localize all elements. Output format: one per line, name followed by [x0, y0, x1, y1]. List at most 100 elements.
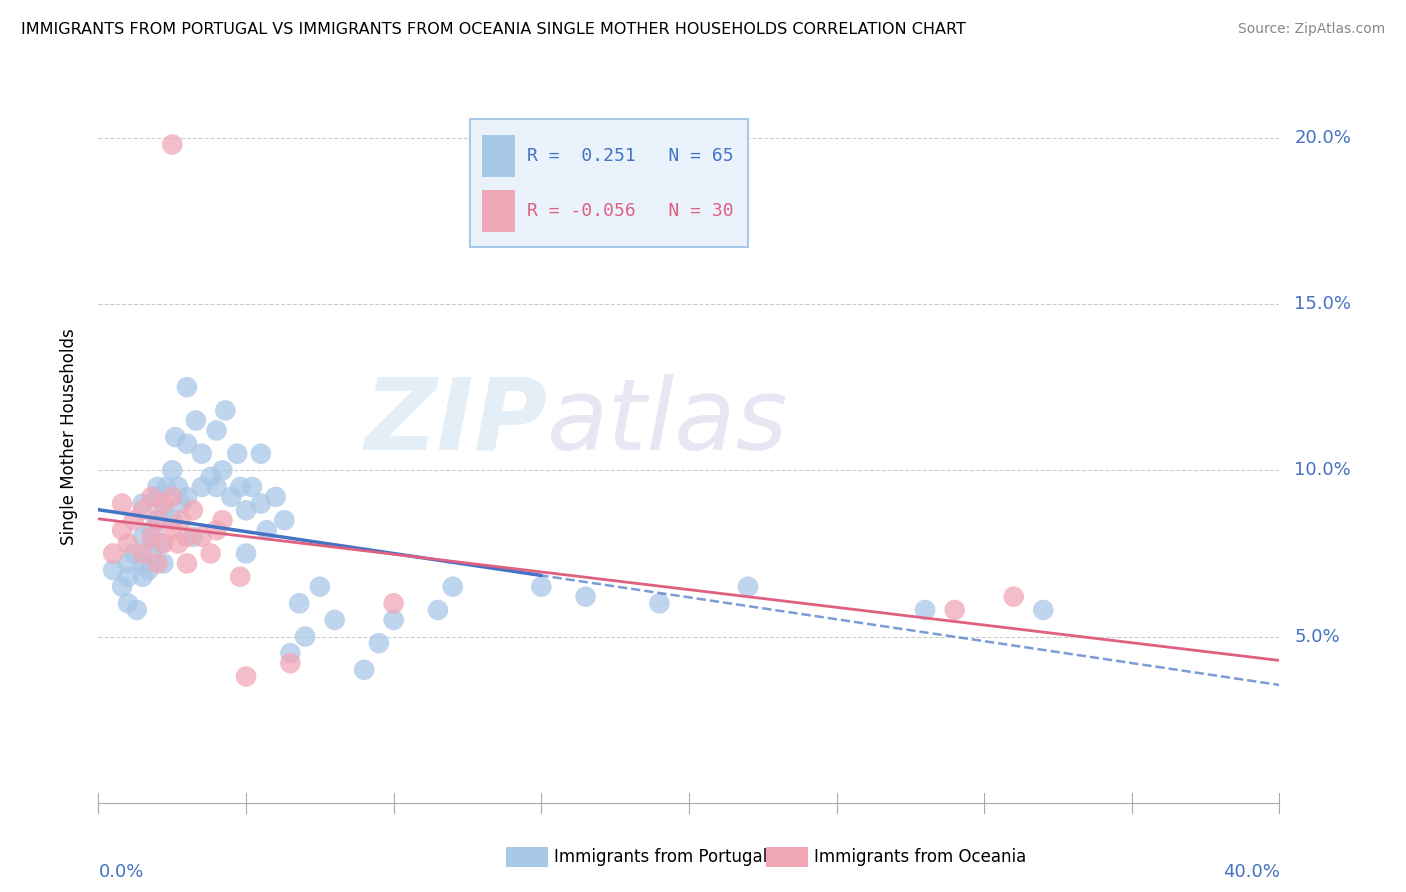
Point [280, 656, 302, 670]
Point [152, 503, 174, 517]
Point [273, 513, 295, 527]
Point [229, 570, 252, 584]
Point [170, 497, 193, 511]
Point [221, 490, 243, 504]
Point [162, 137, 183, 152]
Point [382, 613, 405, 627]
Point [117, 557, 139, 571]
Point [155, 480, 177, 494]
Text: 15.0%: 15.0% [1295, 295, 1351, 313]
Point [294, 630, 316, 644]
Point [122, 513, 145, 527]
Point [191, 480, 214, 494]
Text: IMMIGRANTS FROM PORTUGAL VS IMMIGRANTS FROM OCEANIA SINGLE MOTHER HOUSEHOLDS COR: IMMIGRANTS FROM PORTUGAL VS IMMIGRANTS F… [21, 22, 966, 37]
Point [323, 613, 346, 627]
Point [146, 557, 169, 571]
Point [111, 523, 134, 537]
Text: 20.0%: 20.0% [1295, 128, 1351, 147]
Point [211, 513, 233, 527]
Point [250, 497, 273, 511]
Point [176, 436, 198, 450]
Bar [482, 135, 516, 178]
Text: Source: ZipAtlas.com: Source: ZipAtlas.com [1237, 22, 1385, 37]
Point [235, 546, 257, 560]
Point [191, 447, 214, 461]
Point [256, 523, 278, 537]
Point [146, 480, 169, 494]
Point [162, 490, 183, 504]
Point [132, 557, 155, 571]
Point [117, 570, 139, 584]
Point [368, 636, 391, 650]
Point [441, 580, 464, 594]
FancyBboxPatch shape [471, 119, 748, 247]
Point [200, 546, 222, 560]
Point [575, 590, 598, 604]
Point [165, 430, 187, 444]
Y-axis label: Single Mother Households: Single Mother Households [59, 329, 77, 545]
Point [152, 557, 174, 571]
Point [309, 580, 332, 594]
Text: Immigrants from Portugal: Immigrants from Portugal [554, 848, 768, 866]
Point [214, 403, 236, 417]
Point [427, 603, 450, 617]
Point [176, 490, 198, 504]
Text: 10.0%: 10.0% [1295, 461, 1351, 479]
Point [117, 596, 139, 610]
Point [943, 603, 966, 617]
Point [138, 563, 160, 577]
Text: 40.0%: 40.0% [1223, 863, 1279, 880]
Point [176, 557, 198, 571]
Point [648, 596, 671, 610]
Point [170, 513, 193, 527]
Point [1032, 603, 1054, 617]
Point [111, 497, 134, 511]
Text: R = -0.056   N = 30: R = -0.056 N = 30 [527, 202, 734, 220]
Point [167, 480, 190, 494]
Point [132, 497, 155, 511]
Point [737, 580, 759, 594]
Point [264, 490, 287, 504]
Point [200, 470, 222, 484]
Point [162, 463, 183, 477]
Point [117, 536, 139, 550]
Point [288, 596, 311, 610]
Bar [482, 190, 516, 232]
Point [122, 546, 145, 560]
Point [146, 513, 169, 527]
Point [211, 463, 233, 477]
Point [205, 424, 228, 438]
Point [250, 447, 273, 461]
Point [191, 530, 214, 544]
Point [914, 603, 936, 617]
Point [353, 663, 375, 677]
Point [176, 380, 198, 394]
Text: Immigrants from Oceania: Immigrants from Oceania [814, 848, 1026, 866]
Point [167, 536, 190, 550]
Point [1002, 590, 1025, 604]
Point [235, 503, 257, 517]
Point [229, 480, 252, 494]
Point [152, 536, 174, 550]
Point [132, 546, 155, 560]
Point [280, 646, 302, 660]
Point [149, 536, 172, 550]
Point [141, 530, 163, 544]
Text: 0.0%: 0.0% [98, 863, 143, 880]
Point [235, 669, 257, 683]
Point [141, 490, 163, 504]
Point [184, 413, 207, 427]
Point [205, 480, 228, 494]
Point [176, 530, 198, 544]
Point [162, 523, 183, 537]
Point [530, 580, 553, 594]
Point [205, 523, 228, 537]
Point [240, 480, 263, 494]
Text: ZIP: ZIP [364, 374, 547, 471]
Text: 5.0%: 5.0% [1295, 628, 1340, 646]
Point [125, 603, 148, 617]
Point [146, 513, 169, 527]
Point [132, 503, 155, 517]
Point [181, 530, 204, 544]
Point [132, 570, 155, 584]
